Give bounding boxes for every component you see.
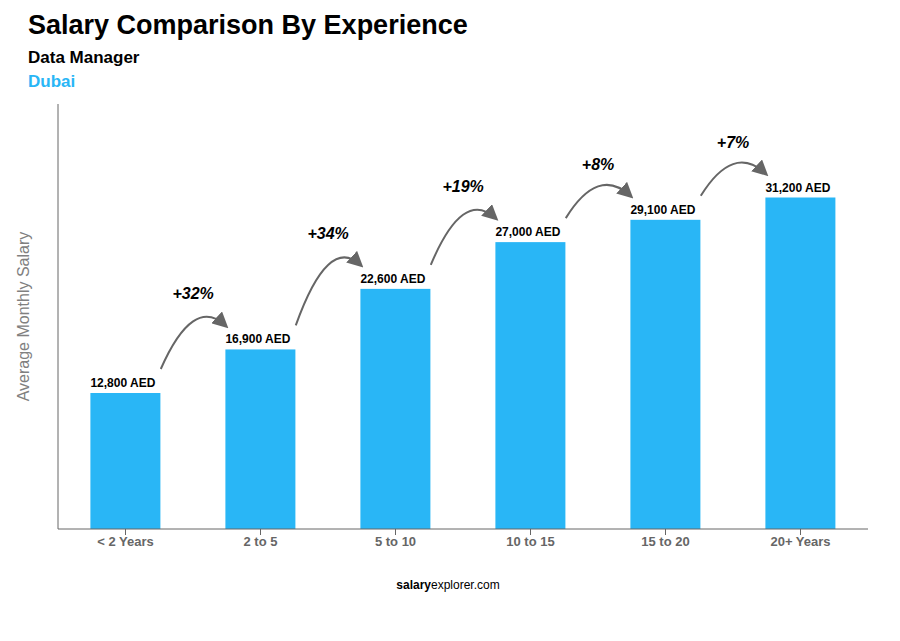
svg-text:Average Monthly Salary: Average Monthly Salary [15,232,32,402]
svg-text:27,000 AED: 27,000 AED [495,225,560,239]
svg-text:2 to 5: 2 to 5 [244,534,278,549]
svg-text:20+ Years: 20+ Years [770,534,830,549]
svg-text:+8%: +8% [582,156,614,173]
html-text:Data Manager: Data Manager [28,48,140,67]
svg-text:29,100 AED: 29,100 AED [630,203,695,217]
svg-text:+32%: +32% [172,285,213,302]
svg-text:+19%: +19% [442,178,483,195]
svg-text:16,900 AED: 16,900 AED [225,332,290,346]
svg-text:22,600 AED: 22,600 AED [360,272,425,286]
svg-text:+34%: +34% [307,225,348,242]
html-text:Salary Comparison By Experienc: Salary Comparison By Experience [28,10,468,40]
html-text:Dubai: Dubai [28,72,76,91]
html-text:salary explorer.com: salary explorer.com [396,578,500,592]
svg-text:5 to 10: 5 to 10 [375,534,416,549]
svg-text:31,200 AED: 31,200 AED [765,181,830,195]
svg-text:15 to 20: 15 to 20 [641,534,689,549]
svg-text:< 2 Years: < 2 Years [97,534,154,549]
svg-text:12,800 AED: 12,800 AED [90,376,155,390]
svg-text:+7%: +7% [717,134,749,151]
svg-text:10 to 15: 10 to 15 [506,534,554,549]
